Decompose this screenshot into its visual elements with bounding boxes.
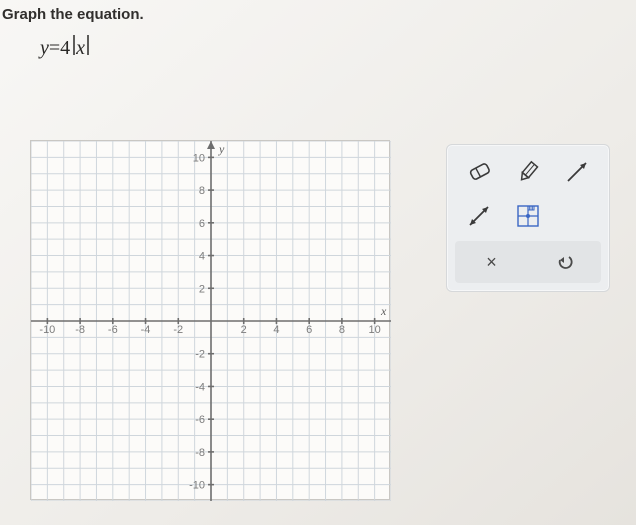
svg-text:-6: -6 [195, 414, 205, 426]
svg-text:-2: -2 [173, 324, 183, 336]
question-prompt: Graph the equation. [2, 6, 144, 23]
point-grid-icon [515, 203, 541, 229]
svg-text:8: 8 [339, 324, 345, 336]
svg-text:6: 6 [199, 218, 205, 230]
equation-lhs: y [40, 37, 49, 60]
point-grid-tool[interactable] [507, 197, 549, 235]
svg-text:6: 6 [306, 324, 312, 336]
graph-canvas[interactable]: -10 -8 -6 -4 -2 2 4 6 8 10 10 8 6 4 2 -2 -4 -6 -8 -10 y x [30, 140, 390, 500]
undo-button[interactable] [539, 247, 591, 277]
action-row: × [455, 241, 601, 283]
svg-text:10: 10 [369, 324, 381, 336]
line-arrows-tool[interactable] [458, 197, 500, 235]
svg-text:-6: -6 [108, 324, 118, 336]
svg-text:10: 10 [193, 152, 205, 164]
pencil-icon [515, 160, 541, 184]
svg-text:4: 4 [199, 251, 205, 263]
tool-palette: × [446, 144, 610, 292]
svg-text:2: 2 [241, 324, 247, 336]
eraser-icon [466, 161, 492, 183]
abs-close [86, 34, 90, 62]
svg-text:2: 2 [199, 283, 205, 295]
svg-text:-10: -10 [39, 324, 55, 336]
svg-text:-8: -8 [75, 324, 85, 336]
undo-icon [555, 252, 575, 272]
equation-var: x [76, 37, 85, 60]
svg-text:-2: -2 [195, 349, 205, 361]
equation-display: y = 4 x [40, 34, 90, 62]
equation-coef: 4 [60, 37, 70, 60]
tool-row-2 [455, 197, 601, 235]
eraser-tool[interactable] [458, 153, 500, 191]
line-arrows-icon [466, 203, 492, 229]
ray-icon [564, 159, 590, 185]
svg-text:8: 8 [199, 185, 205, 197]
ray-tool[interactable] [556, 153, 598, 191]
clear-button[interactable]: × [466, 247, 518, 277]
pencil-tool[interactable] [507, 153, 549, 191]
svg-text:-8: -8 [195, 447, 205, 459]
svg-text:-4: -4 [141, 324, 151, 336]
close-icon: × [486, 252, 497, 273]
svg-text:-10: -10 [189, 480, 205, 492]
svg-text:4: 4 [273, 324, 279, 336]
graph-grid: -10 -8 -6 -4 -2 2 4 6 8 10 10 8 6 4 2 -2 -4 -6 -8 -10 y x [31, 141, 391, 501]
equation-equals: = [49, 37, 60, 60]
svg-text:-4: -4 [195, 381, 205, 393]
svg-text:y: y [218, 142, 225, 156]
tool-row-1 [455, 153, 601, 191]
svg-text:x: x [380, 304, 387, 318]
